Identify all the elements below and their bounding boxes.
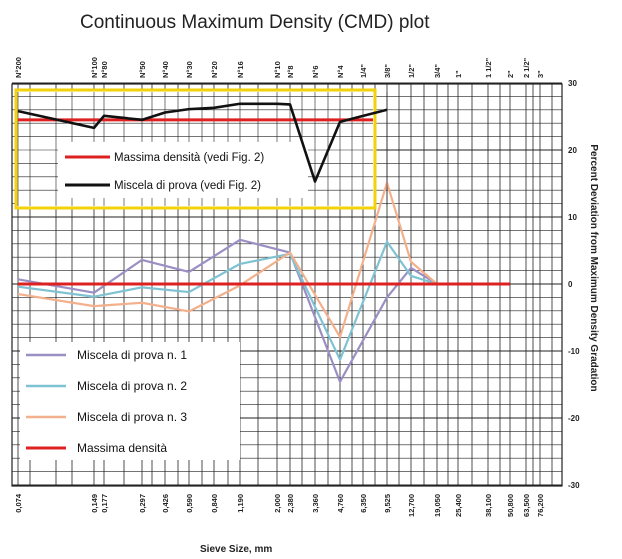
y-tick-label: 0 xyxy=(568,280,573,289)
legend-label: Miscela di prova n. 2 xyxy=(77,379,187,393)
sieve-size-label: 9,525 xyxy=(383,494,392,513)
sieve-name-label: N°30 xyxy=(185,61,194,78)
sieve-size-label: 12,700 xyxy=(407,494,416,517)
sieve-name-label: 2 1/2" xyxy=(522,57,531,78)
sieve-size-label: 76,200 xyxy=(536,494,545,517)
sieve-size-label: 50,800 xyxy=(506,494,515,517)
sieve-name-label: N°40 xyxy=(161,61,170,78)
sieve-name-label: N°10 xyxy=(273,61,282,78)
inset-panel: Massima densità (vedi Fig. 2) Miscela di … xyxy=(14,88,388,210)
inset-legend-label: Massima densità (vedi Fig. 2) xyxy=(114,152,264,164)
x-axis-label: Sieve Size, mm xyxy=(200,544,272,555)
sieve-name-label: N°4 xyxy=(336,65,345,78)
series-line-1 xyxy=(17,240,438,361)
y-tick-label: -10 xyxy=(568,347,580,356)
inset-legend-box xyxy=(58,142,308,198)
sieve-size-label: 0,297 xyxy=(138,494,147,513)
legend-label: Massima densità xyxy=(77,441,167,455)
legend-label: Miscela di prova n. 3 xyxy=(77,410,187,424)
y-tick-label: 30 xyxy=(568,79,577,88)
legend-label: Miscela di prova n. 1 xyxy=(77,348,187,362)
sieve-size-label: 38,100 xyxy=(484,494,493,517)
sieve-name-label: N°200 xyxy=(14,57,23,78)
sieve-name-label: N°16 xyxy=(236,61,245,78)
lower-legend-box xyxy=(20,342,240,460)
sieve-size-label: 4,760 xyxy=(336,494,345,513)
sieve-name-label: 1/4" xyxy=(359,64,368,78)
series-line-2 xyxy=(17,181,438,339)
y-axis-label: Percent Deviation from Maximum Density G… xyxy=(588,144,599,391)
sieve-name-label: 3/4" xyxy=(433,64,442,78)
sieve-size-label: 0,074 xyxy=(14,493,23,513)
sieve-size-label: 6,350 xyxy=(359,494,368,513)
inset-black-series xyxy=(17,102,388,183)
sieve-name-label: 1/2" xyxy=(407,64,416,78)
sieve-size-label: 2,000 xyxy=(273,494,282,513)
sieve-name-label: 1" xyxy=(454,70,463,78)
sieve-name-label: 3" xyxy=(536,70,545,78)
sieve-name-labels: N°200 N°100 N°80 N°50 N°40 N°30 N°20 N°16 N°10 N°… xyxy=(14,57,545,78)
sieve-size-labels: 0,074 0,149 0,177 0,297 0,426 0,590 0,840 1,190… xyxy=(14,493,545,517)
sieve-name-label: N°50 xyxy=(138,61,147,78)
sieve-name-label: N°80 xyxy=(100,61,109,78)
sieve-size-label: 2,380 xyxy=(286,494,295,513)
sieve-size-label: 63,500 xyxy=(522,494,531,517)
sieve-size-label: 1,190 xyxy=(236,494,245,513)
y-tick-label: -30 xyxy=(568,481,580,490)
series-layer xyxy=(17,181,510,383)
chart-title: Continuous Maximum Density (CMD) plot xyxy=(80,12,430,33)
sieve-size-label: 19,050 xyxy=(433,494,442,517)
y-tick-label: -20 xyxy=(568,414,580,423)
inset-legend-label: Miscela di prova (vedi Fig. 2) xyxy=(114,180,261,192)
sieve-size-label: 25,400 xyxy=(454,494,463,517)
sieve-size-label: 3,360 xyxy=(311,494,320,513)
sieve-name-label: N°8 xyxy=(286,65,295,78)
sieve-name-label: N°100 xyxy=(90,57,99,78)
y-tick-labels: 30 20 10 0 -10 -20 -30 xyxy=(568,79,580,490)
sieve-size-label: 0,177 xyxy=(100,494,109,513)
sieve-name-label: N°20 xyxy=(210,61,219,78)
sieve-name-label: 1 1/2" xyxy=(484,57,493,78)
sieve-size-label: 0,590 xyxy=(185,494,194,513)
sieve-name-label: 2" xyxy=(506,70,515,78)
sieve-name-label: N°6 xyxy=(311,65,320,78)
sieve-size-label: 0,426 xyxy=(161,494,170,513)
lower-legend: Miscela di prova n. 1 Miscela di prova n.… xyxy=(20,342,240,460)
y-tick-label: 20 xyxy=(568,146,577,155)
sieve-size-label: 0,149 xyxy=(90,494,99,513)
sieve-name-label: 3/8" xyxy=(383,64,392,78)
sieve-size-label: 0,840 xyxy=(210,494,219,513)
y-tick-label: 10 xyxy=(568,213,577,222)
